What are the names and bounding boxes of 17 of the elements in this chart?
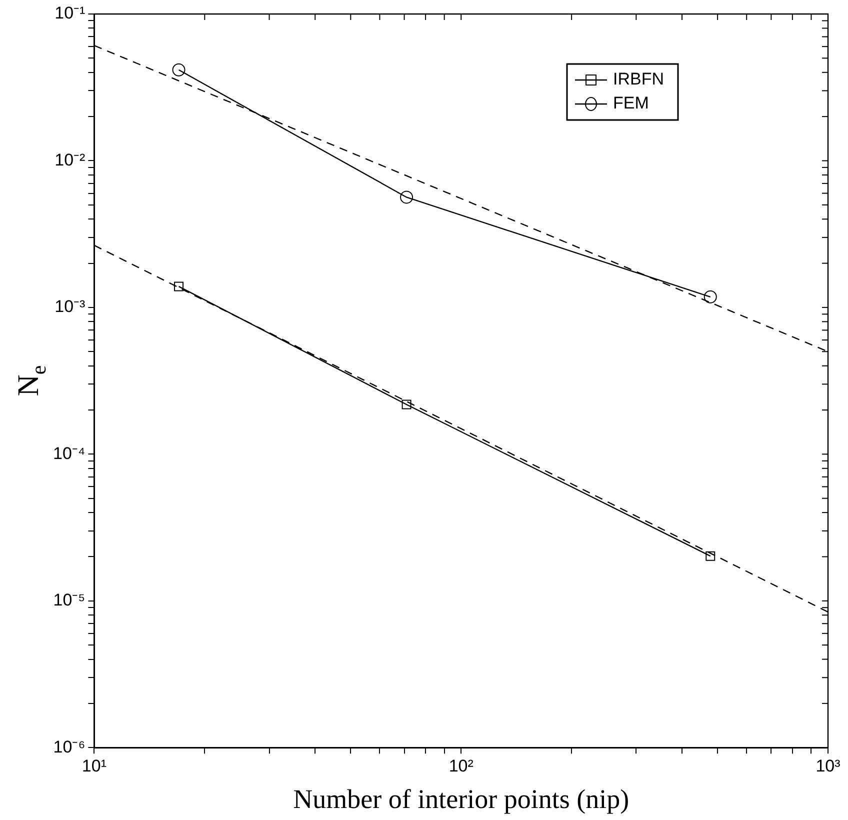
y-tick-label: 10⁻⁴ [52,444,86,463]
x-tick-label: 10² [448,756,474,776]
legend-label: FEM [613,94,649,113]
y-tick-label: 10⁻⁶ [53,737,86,756]
y-tick-label: 10⁻¹ [54,4,86,23]
y-tick-label: 10⁻² [54,150,86,170]
y-tick-label: 10⁻³ [54,297,86,316]
point [704,290,717,304]
y-tick-label: 10⁻⁵ [53,590,86,610]
x-tick-label: 10¹ [82,756,107,776]
y-axis-title: Ne [12,365,50,396]
legend-label: IRBFN [613,70,664,89]
x-tick-label: 10³ [816,756,841,776]
x-axis-title: Number of interior points (nip) [293,784,630,814]
point [172,63,186,76]
point [706,551,716,561]
point [174,282,184,292]
